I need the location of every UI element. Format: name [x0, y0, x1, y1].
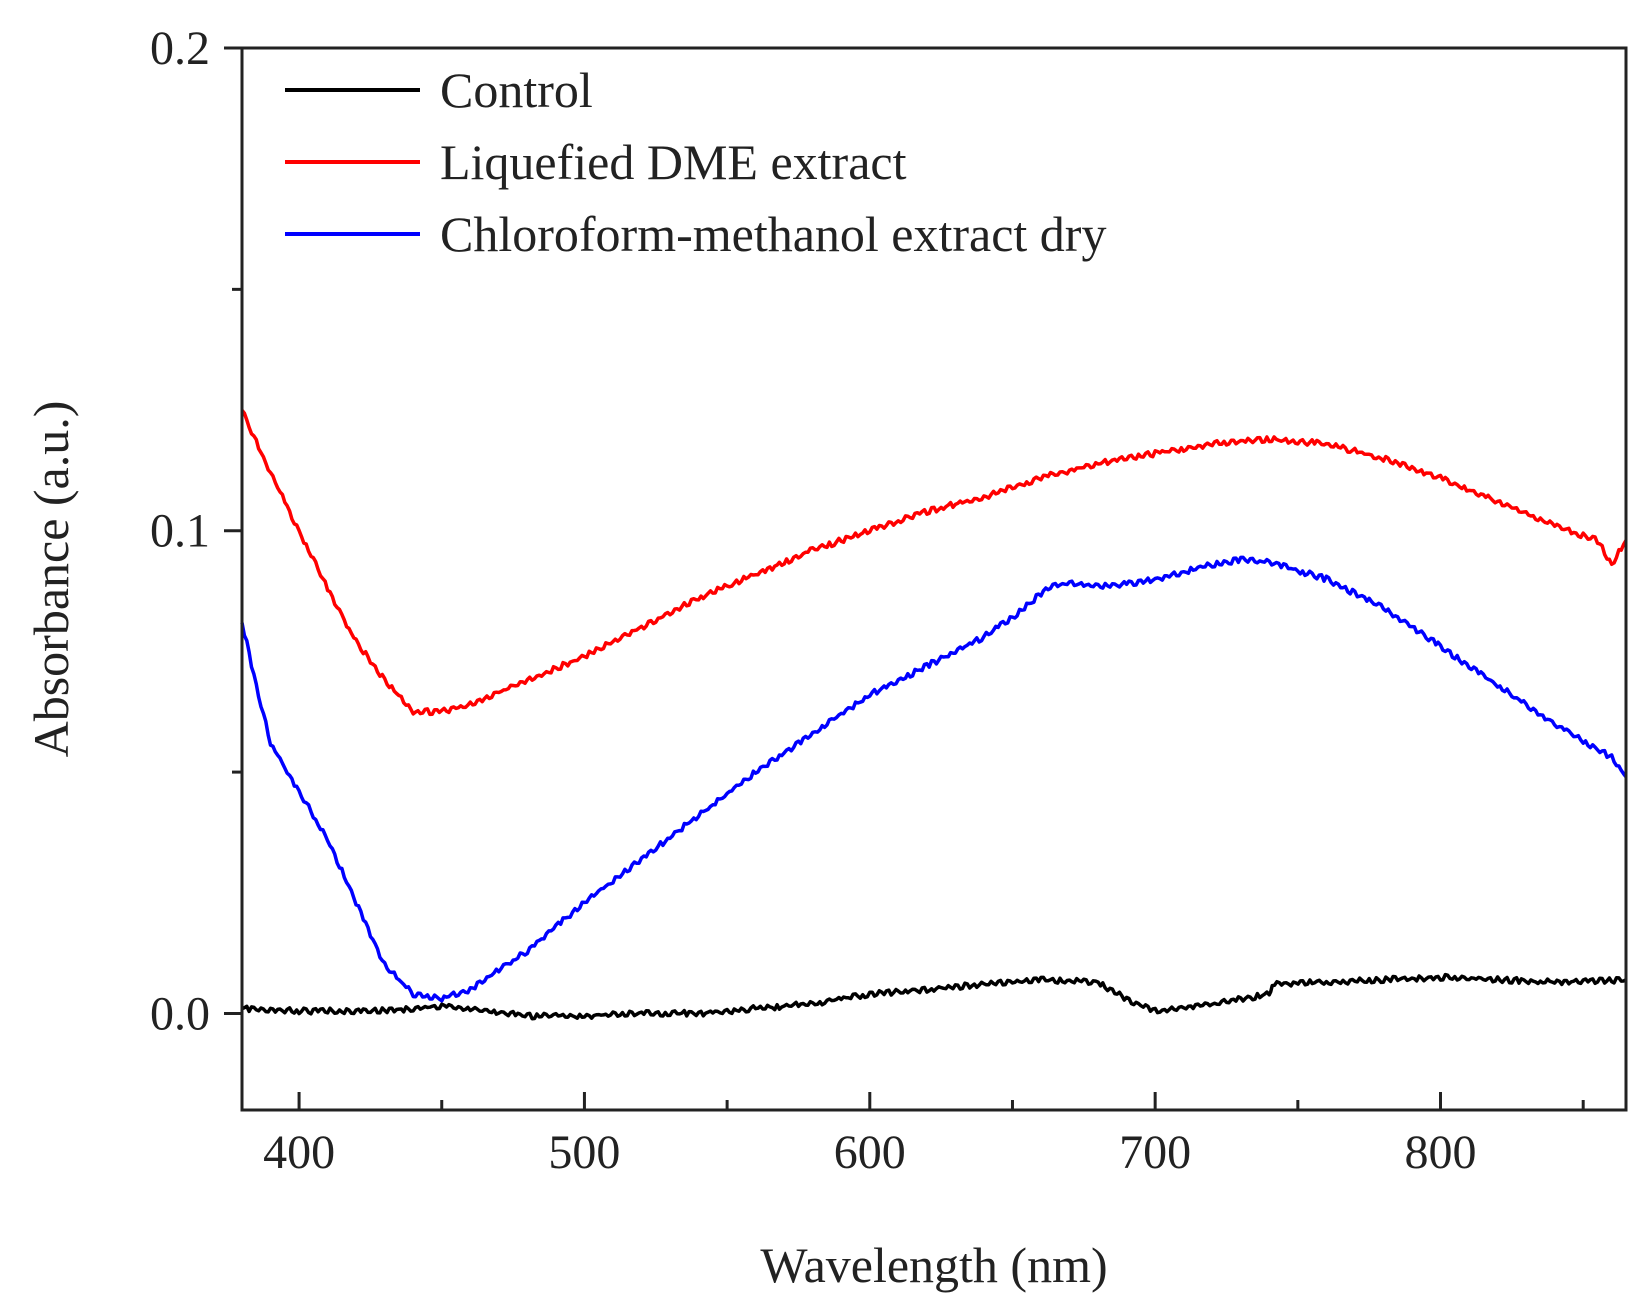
y-tick-label: 0.1: [150, 505, 210, 558]
y-tick-label: 0.0: [150, 987, 210, 1040]
legend-label-2: Chloroform-methanol extract dry: [440, 206, 1106, 262]
legend: Control Liquefied DME extract Chloroform-m…: [285, 62, 1106, 262]
labels-layer: 400 500 600 700 800 0.0 0.1 0.2: [150, 22, 1477, 1179]
series-line-1: [240, 409, 1628, 717]
x-axis-title: Wavelength (nm): [760, 1237, 1107, 1293]
legend-label-1: Liquefied DME extract: [440, 134, 907, 190]
series-line-2: [240, 555, 1628, 1003]
y-tick-label: 0.2: [150, 22, 210, 75]
series-line-0: [241, 972, 1627, 1021]
x-tick-label: 800: [1405, 1126, 1477, 1179]
x-tick-label: 500: [548, 1126, 620, 1179]
ticks-layer: [224, 46, 1585, 1110]
x-tick-label: 700: [1119, 1126, 1191, 1179]
y-axis-title: Absorbance (a.u.): [23, 401, 79, 758]
legend-label-0: Control: [440, 62, 593, 118]
x-tick-label: 400: [263, 1126, 335, 1179]
x-tick-label: 600: [834, 1126, 906, 1179]
plot-frame: [240, 46, 1628, 1112]
series-layer: [240, 409, 1628, 1021]
